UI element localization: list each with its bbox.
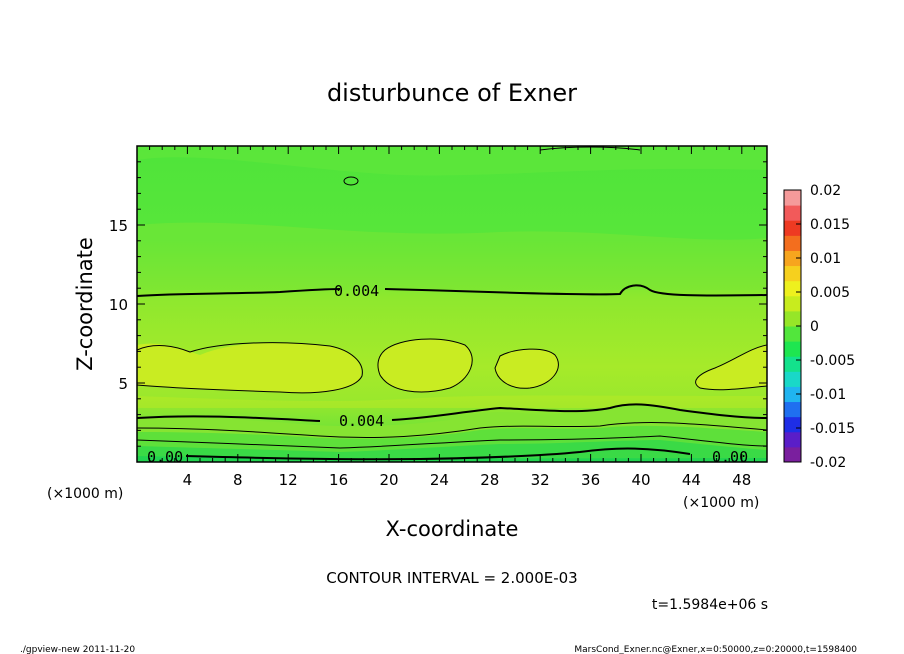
colorbar-segment	[784, 295, 801, 312]
anomaly-blob-1	[137, 342, 361, 394]
x-axis: 4 8 12 16 20 24 28 32 36 40 44 48	[149, 146, 755, 489]
x-unit-label: (×1000 m)	[683, 495, 759, 511]
x-tick-label: 16	[329, 471, 348, 489]
colorbar-label: -0.015	[810, 421, 855, 437]
y-unit-label: (×1000 m)	[47, 486, 123, 502]
x-tick-label: 12	[279, 471, 298, 489]
contour-label: 0.004	[334, 282, 379, 300]
colorbar	[784, 190, 801, 463]
contour-label: 0.00	[147, 448, 183, 466]
colorbar-label: 0	[810, 319, 819, 335]
colorbar-segment	[784, 280, 801, 297]
y-tick-label: 15	[109, 217, 128, 235]
colorbar-segment	[784, 190, 801, 206]
x-tick-label: 28	[480, 471, 499, 489]
contour-line-0.004-upper	[137, 284, 767, 297]
colorbar-label: -0.02	[810, 455, 846, 471]
colorbar-segment	[784, 371, 801, 387]
colorbar-segment	[784, 386, 801, 403]
chart-title: disturbunce of Exner	[327, 79, 577, 107]
x-tick-label: 36	[581, 471, 600, 489]
time-text: t=1.5984e+06 s	[652, 597, 768, 613]
x-axis-label: X-coordinate	[386, 517, 519, 541]
contour-interval-text: CONTOUR INTERVAL = 2.000E-03	[326, 569, 577, 587]
heatmap-field: 0.004 0.004 0.00 0.00	[137, 146, 767, 466]
x-tick-label: 8	[233, 471, 243, 489]
colorbar-segment	[784, 416, 801, 433]
x-tick-label: 24	[430, 471, 449, 489]
colorbar-segment	[784, 431, 801, 448]
colorbar-segment	[784, 326, 801, 342]
x-tick-label: 40	[631, 471, 650, 489]
colorbar-label: 0.02	[810, 183, 841, 199]
x-tick-label: 20	[379, 471, 398, 489]
colorbar-segment	[784, 265, 801, 282]
y-tick-label: 5	[118, 375, 128, 393]
footer-left: ./gpview-new 2011-11-20	[20, 645, 135, 654]
colorbar-segment	[784, 205, 801, 221]
colorbar-segment	[784, 356, 801, 372]
colorbar-label: 0.015	[810, 217, 850, 233]
colorbar-segment	[784, 341, 801, 357]
x-tick-label: 48	[732, 471, 751, 489]
colorbar-segment	[784, 310, 801, 327]
contour-label: 0.004	[339, 412, 384, 430]
colorbar-segment	[784, 446, 801, 463]
x-tick-label: 32	[531, 471, 550, 489]
colorbar-ticks: 0.02 0.015 0.01 0.005 0 -0.005 -0.01 -0.015 -0.0…	[796, 183, 855, 471]
colorbar-segment	[784, 250, 801, 267]
colorbar-label: 0.01	[810, 251, 841, 267]
colorbar-segment	[784, 235, 801, 251]
x-tick-label: 4	[183, 471, 193, 489]
colorbar-label: -0.01	[810, 387, 846, 403]
y-axis-label: Z-coordinate	[73, 237, 97, 371]
colorbar-label: 0.005	[810, 285, 850, 301]
colorbar-segment	[784, 220, 801, 236]
y-axis: 5 10 15	[109, 161, 767, 447]
colorbar-label: -0.005	[810, 353, 855, 369]
anomaly-blob-2	[377, 338, 473, 392]
contour-line-0.004-lower	[137, 403, 767, 422]
colorbar-segment	[784, 401, 801, 418]
anomaly-blob-4	[695, 345, 767, 390]
y-tick-label: 10	[109, 296, 128, 314]
footer-right: MarsCond_Exner.nc@Exner,x=0:50000,z=0:20…	[574, 645, 857, 654]
anomaly-blob-3	[495, 349, 559, 389]
contour-line-0.00	[185, 447, 691, 461]
x-tick-label: 44	[682, 471, 701, 489]
contour-label: 0.00	[712, 448, 748, 466]
